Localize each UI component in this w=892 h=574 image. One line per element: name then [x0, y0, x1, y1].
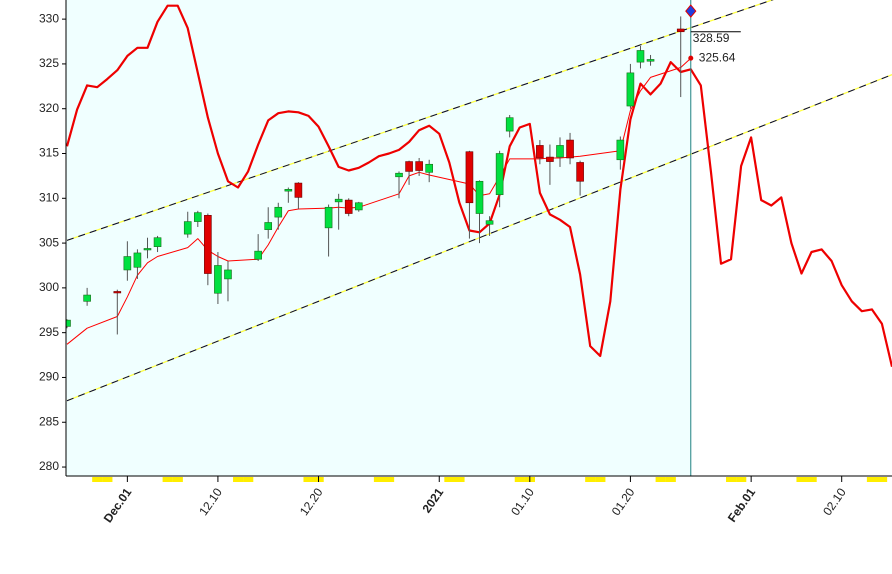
candle-body	[204, 215, 212, 274]
annotation-dot	[688, 55, 694, 61]
candle-body	[676, 28, 685, 33]
weekend-marker	[736, 477, 747, 482]
cursor-marker	[685, 4, 697, 18]
plot-area	[66, 0, 892, 402]
x-tick-label: 12.20	[297, 485, 326, 518]
weekend-marker	[796, 477, 807, 482]
candle-body	[83, 294, 91, 302]
y-tick-label: 325	[39, 56, 59, 70]
weekend-marker	[162, 477, 173, 482]
weekend-marker	[383, 477, 395, 482]
trendline-dash	[66, 0, 774, 241]
candle-body	[405, 161, 413, 172]
plot-background	[66, 0, 691, 476]
y-tick-label: 305	[39, 235, 59, 249]
candle-body	[636, 50, 645, 63]
y-tick-label: 310	[39, 190, 59, 204]
candle-body	[113, 291, 122, 294]
weekend-marker	[876, 477, 888, 482]
candle-body	[264, 222, 273, 230]
candle-body	[395, 172, 403, 178]
candle-body	[66, 319, 71, 327]
candle-body	[576, 162, 584, 182]
y-tick-label: 285	[39, 414, 59, 428]
candle-body	[274, 206, 283, 218]
annotation-label: 325.64	[699, 50, 736, 64]
candle-body	[224, 269, 232, 280]
candle-body	[566, 139, 574, 159]
candle-body	[536, 145, 544, 159]
candle-body	[354, 202, 363, 211]
weekend-marker	[102, 477, 113, 482]
y-tick-label: 290	[39, 370, 59, 384]
y-tick-label: 320	[39, 101, 59, 115]
weekend-marker	[454, 477, 465, 482]
weekend-marker	[444, 477, 455, 482]
candle-body	[495, 153, 504, 196]
candle-body	[616, 139, 625, 161]
weekend-marker	[866, 477, 878, 482]
candle-body	[646, 59, 655, 62]
candle-body	[193, 212, 202, 222]
weekend-marker	[233, 477, 244, 482]
candle-body	[334, 198, 343, 203]
candle-body	[485, 220, 494, 225]
candle-body	[546, 156, 554, 162]
weekend-marker	[806, 477, 817, 482]
candle-body	[626, 72, 635, 107]
weekend-marker	[243, 477, 254, 482]
candle-body	[294, 182, 303, 198]
candle-body	[324, 206, 333, 229]
x-tick-label: 01.20	[609, 485, 638, 518]
candle-body	[153, 237, 162, 247]
x-tick-label: Feb.01	[725, 485, 758, 524]
candle-body	[415, 161, 423, 171]
candle-body	[254, 250, 262, 260]
x-tick-label: 02.10	[820, 485, 849, 518]
weekend-marker	[595, 477, 606, 482]
x-tick-label: Dec.01	[101, 485, 135, 525]
annotation-label: 328.59	[693, 31, 730, 45]
candle-body	[475, 180, 484, 214]
y-tick-label: 300	[39, 280, 59, 294]
candle-body	[425, 163, 433, 173]
candle-body	[465, 151, 474, 204]
weekend-marker	[92, 477, 103, 482]
y-tick-label: 330	[39, 11, 59, 25]
trendline-dash	[66, 74, 892, 402]
candle-body	[344, 199, 353, 214]
candle-body	[556, 145, 564, 158]
weekend-marker	[585, 477, 596, 482]
candle-body	[143, 248, 152, 251]
weekend-marker	[172, 477, 183, 482]
candle-body	[123, 256, 132, 271]
candle-body	[214, 265, 222, 294]
y-tick-label: 315	[39, 146, 59, 160]
x-tick-label: 2021	[420, 485, 447, 515]
candle-body	[183, 221, 192, 235]
x-tick-label: 12.10	[196, 485, 225, 518]
candle-body	[505, 117, 514, 132]
weekend-marker	[514, 477, 525, 482]
candle-body	[284, 189, 293, 192]
weekend-marker	[303, 477, 314, 482]
x-tick-label: 01.10	[508, 485, 537, 518]
weekend-marker	[726, 477, 737, 482]
y-tick-label: 295	[39, 325, 59, 339]
weekend-marker	[373, 477, 385, 482]
y-tick-label: 280	[39, 459, 59, 473]
candle-body	[133, 252, 142, 268]
weekend-marker	[665, 477, 676, 482]
weekend-marker	[655, 477, 666, 482]
